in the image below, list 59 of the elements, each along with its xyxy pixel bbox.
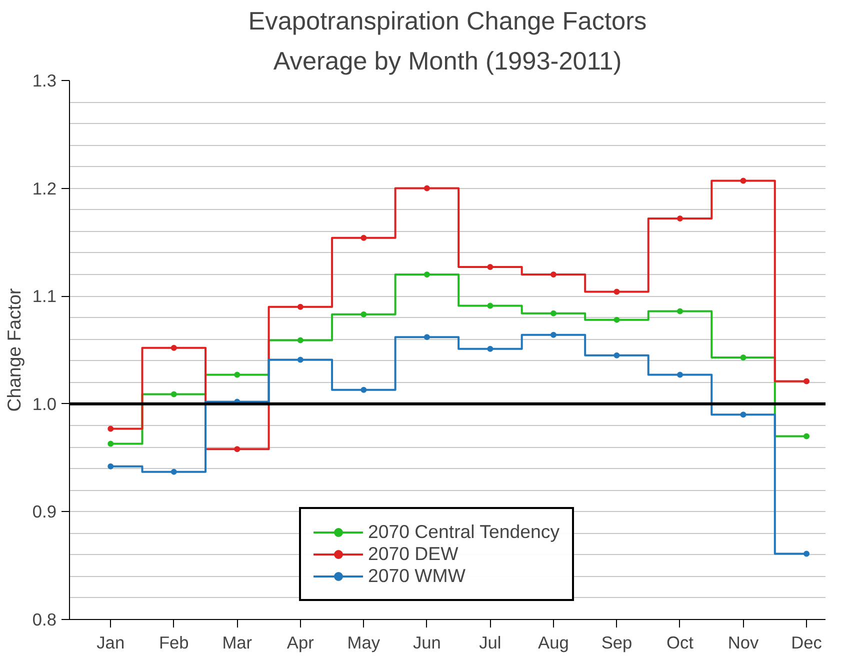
- point: [297, 304, 304, 310]
- point: [550, 310, 556, 316]
- point: [804, 433, 810, 440]
- x-tick-label: Dec: [791, 632, 822, 652]
- point: [740, 178, 746, 184]
- point: [360, 386, 367, 393]
- point: [424, 334, 430, 340]
- x-tick-label: May: [347, 632, 380, 652]
- point: [108, 426, 114, 432]
- point: [170, 344, 177, 351]
- point: [487, 264, 494, 270]
- point: [170, 391, 177, 398]
- point: [676, 372, 683, 378]
- x-tick-label: Oct: [666, 632, 694, 652]
- x-tick-label: Aug: [538, 632, 569, 652]
- point: [740, 354, 746, 361]
- x-tick-label: Jan: [96, 632, 125, 652]
- x-tick-label: Apr: [286, 632, 314, 652]
- y-tick-label: 0.9: [32, 502, 57, 522]
- point: [234, 372, 240, 378]
- x-tick-label: Nov: [728, 632, 759, 652]
- point: [360, 311, 367, 318]
- point: [424, 272, 430, 278]
- point: [550, 332, 556, 338]
- y-tick-label: 0.8: [32, 610, 57, 630]
- y-axis-title: Change Factor: [3, 288, 24, 412]
- point: [297, 337, 304, 344]
- point: [614, 288, 620, 295]
- point: [740, 412, 746, 418]
- point: [614, 316, 620, 323]
- x-tick-label: Jun: [412, 632, 441, 652]
- chart-title: Evapotranspiration Change Factors: [248, 8, 647, 36]
- point: [170, 468, 177, 475]
- y-tick-label: 1.3: [32, 70, 57, 90]
- point: [550, 272, 556, 278]
- point: [804, 378, 810, 384]
- point: [804, 550, 810, 557]
- point: [234, 446, 240, 452]
- point: [487, 346, 494, 352]
- x-tick-label: Mar: [222, 632, 252, 652]
- x-tick-label: Feb: [158, 632, 189, 652]
- point: [360, 234, 367, 241]
- point: [676, 308, 683, 314]
- x-tick-label: Jul: [479, 632, 502, 652]
- y-tick-label: 1.1: [32, 286, 57, 306]
- chart-subtitle: Average by Month (1993-2011): [273, 48, 622, 76]
- legend-label: 2070 DEW: [368, 543, 458, 565]
- point: [297, 356, 304, 363]
- point: [614, 352, 620, 358]
- y-tick-label: 1.0: [32, 394, 57, 414]
- point: [487, 302, 494, 309]
- point: [108, 440, 114, 447]
- point: [108, 463, 114, 470]
- x-tick-label: Sep: [601, 632, 632, 652]
- point: [676, 215, 683, 222]
- point: [424, 185, 430, 192]
- y-tick-label: 1.2: [32, 178, 57, 198]
- legend-label: 2070 WMW: [368, 565, 466, 587]
- legend-label: 2070 Central Tendency: [368, 521, 560, 543]
